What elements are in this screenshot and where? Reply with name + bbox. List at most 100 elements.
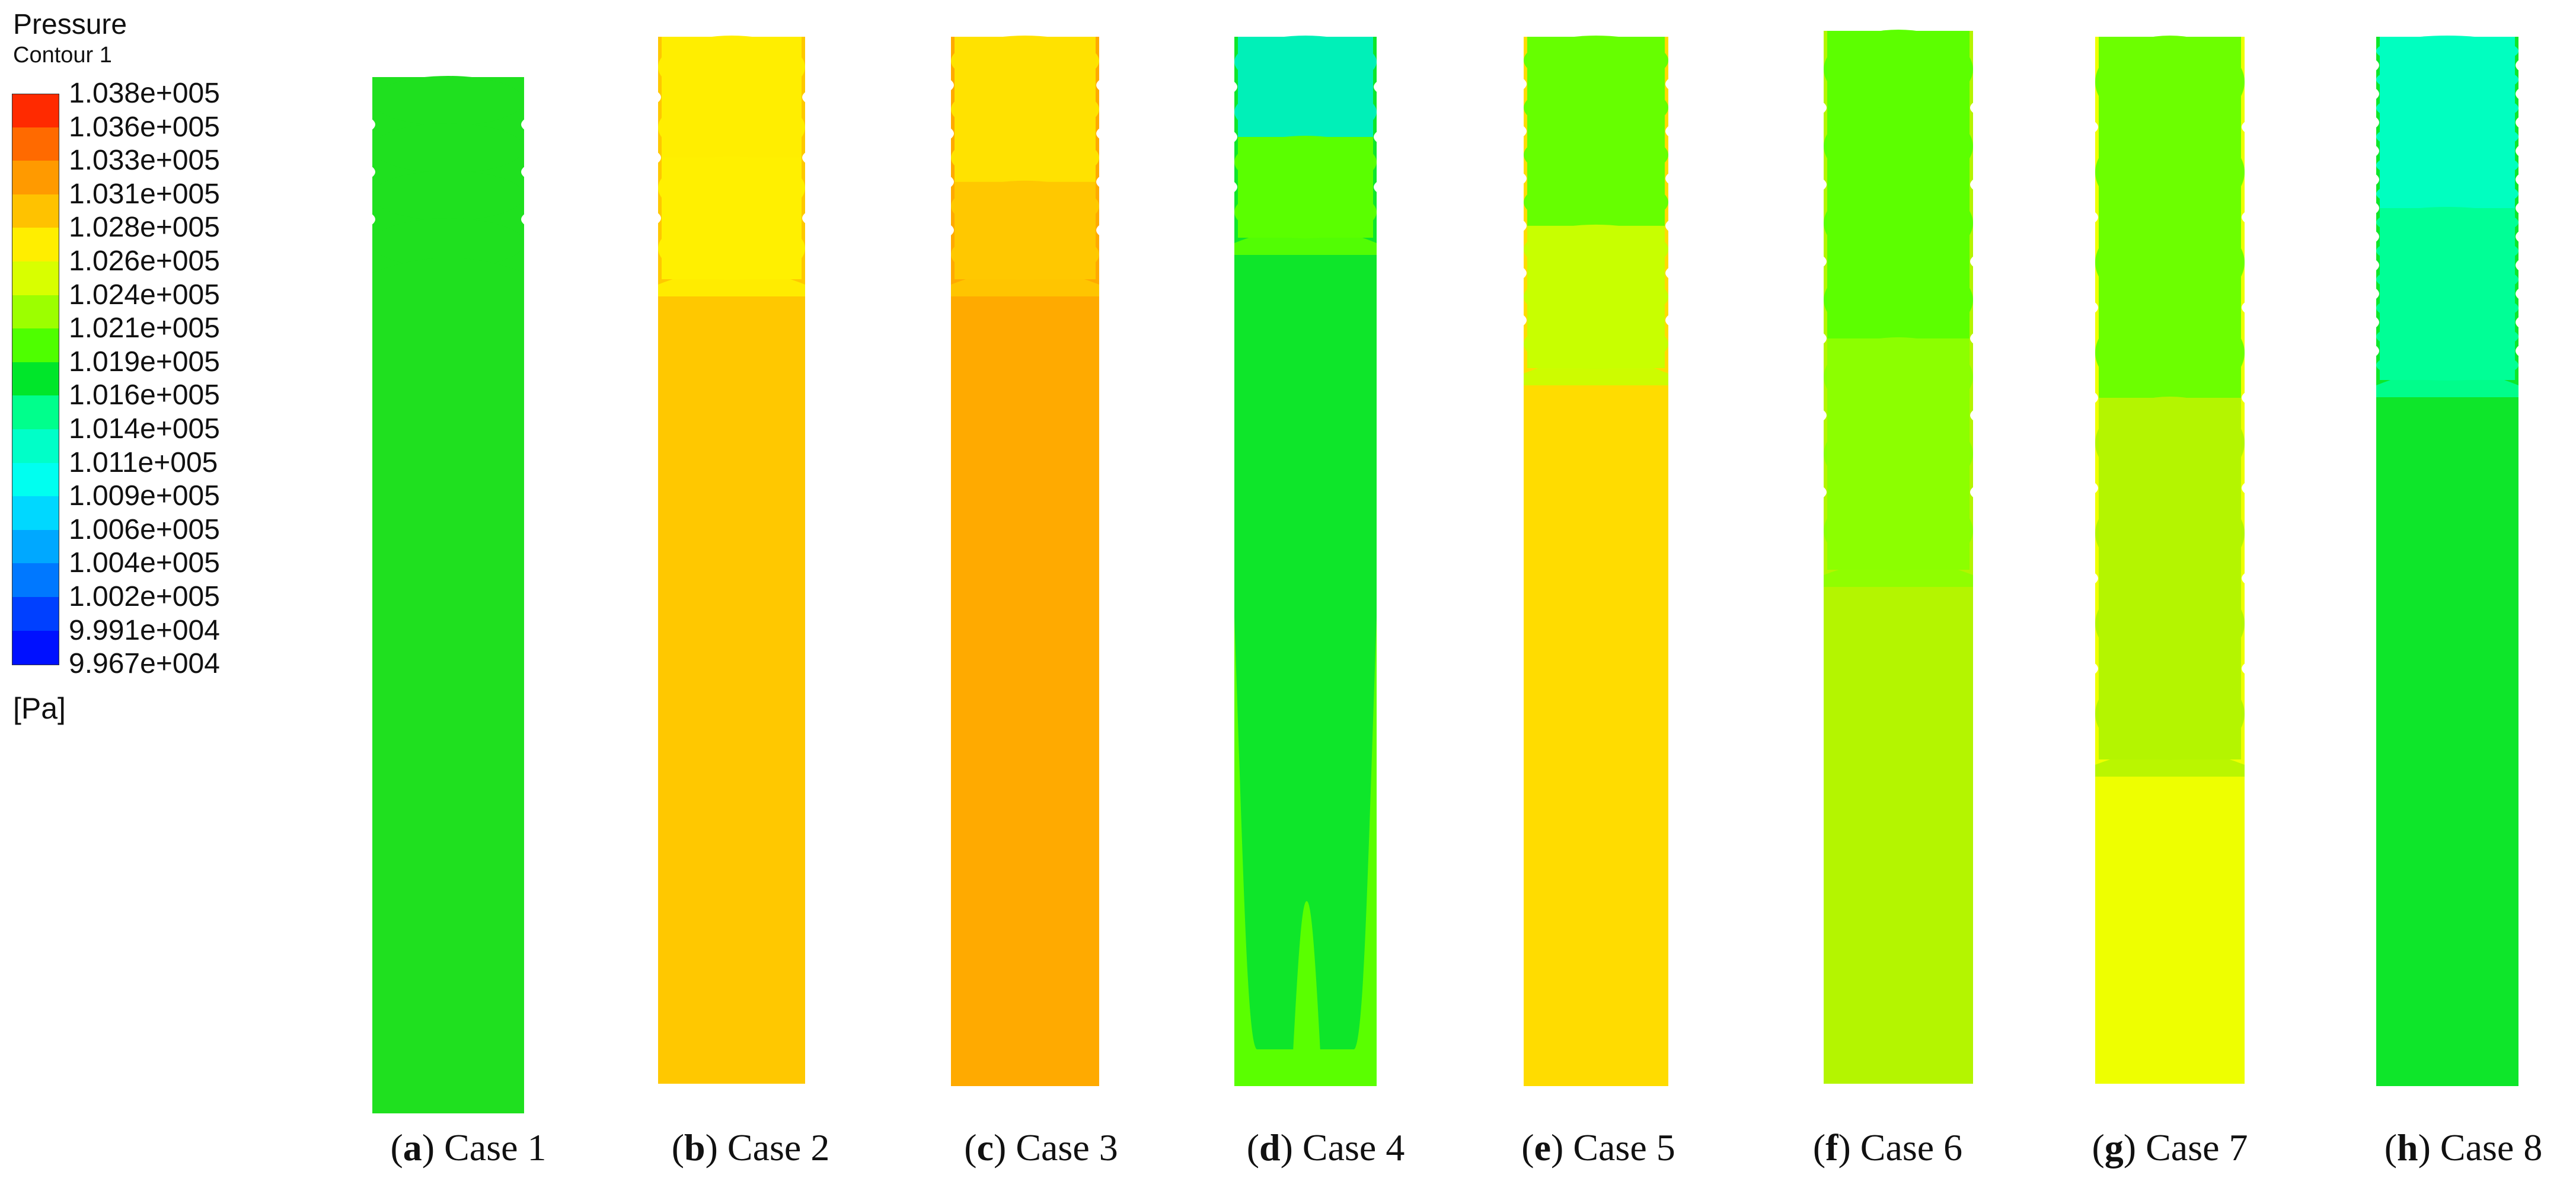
caption-case-1: (a) Case 1 [390, 1126, 547, 1169]
scallop-notch [2375, 316, 2379, 328]
legend-tick-label: 1.028e+005 [69, 212, 220, 244]
scallop-notch [950, 79, 954, 91]
caption-case-2: (b) Case 2 [671, 1126, 830, 1169]
caption-letter: a [403, 1126, 422, 1169]
scallop-bulge [951, 36, 1099, 87]
scallop-bulge [1524, 177, 1668, 227]
scallop-bulge [2376, 121, 2518, 152]
scallop-bulge [2376, 207, 2518, 238]
caption-letter: d [1259, 1126, 1281, 1169]
scallop-notch [371, 166, 375, 178]
scallop-notch [1665, 125, 1670, 138]
scallop-notch [2242, 301, 2246, 314]
scallop-bulge [1524, 35, 1668, 85]
scallop-notch [1970, 332, 1974, 344]
scallop-notch [1822, 256, 1827, 268]
caption-label: Case 3 [1016, 1126, 1118, 1169]
scallop-notch [2094, 121, 2098, 133]
scallop-bulge [2095, 487, 2245, 580]
scallop-notch [1822, 486, 1827, 499]
contour-panel-case-8 [2375, 36, 2520, 1086]
scallop-bulge [1824, 183, 1973, 263]
scallop-notch [1822, 409, 1827, 422]
scallop-notch [2242, 482, 2246, 494]
caption-letter: c [976, 1126, 994, 1169]
contour-panel-case-5 [1522, 35, 1670, 1086]
scallop-notch [2516, 116, 2520, 129]
scallop-notch [2242, 572, 2246, 585]
transition-cap [2376, 371, 2518, 397]
scallop-notch [1665, 78, 1670, 90]
scallop-bulge [658, 96, 805, 159]
scallop-bulge [372, 123, 524, 173]
core-region [1291, 901, 1322, 1086]
legend-swatch [12, 328, 59, 363]
legend-tick-label: 1.002e+005 [69, 581, 220, 612]
scallop-notch [2094, 662, 2098, 675]
scallop-bulge [372, 218, 524, 268]
legend-tick-label: 9.991e+004 [69, 614, 220, 646]
scallop-notch [1822, 178, 1827, 191]
caption-letter: e [1534, 1126, 1551, 1169]
scallop-notch [1522, 219, 1527, 232]
scallop-notch [1970, 409, 1974, 422]
scallop-bulge [2376, 92, 2518, 124]
transition-cap [1824, 560, 1973, 587]
scallop-notch [2375, 259, 2379, 272]
caption-letter: f [1825, 1126, 1838, 1169]
scallop-notch [2375, 145, 2379, 157]
scallop-notch [1665, 173, 1670, 185]
scallop-notch [2375, 344, 2379, 357]
scallop-notch [802, 152, 806, 164]
scallop-bulge [951, 180, 1099, 232]
transition-cap [372, 258, 524, 285]
scallop-bulge [2376, 149, 2518, 181]
scallop-notch [2516, 202, 2520, 214]
scallop-notch [1970, 486, 1974, 499]
scallop-bulge [1824, 30, 1973, 109]
scallop-notch [802, 91, 806, 103]
transition-cap [951, 270, 1099, 296]
scallop-notch [2375, 202, 2379, 214]
legend-swatch [12, 94, 59, 128]
legend-swatch [12, 228, 59, 262]
scallop-notch [2094, 482, 2098, 494]
scallop-notch [521, 213, 525, 225]
scallop-bulge [1824, 337, 1973, 417]
scallop-notch [2516, 259, 2520, 272]
scallop-notch [2375, 231, 2379, 243]
legend-tick-label: 1.011e+005 [69, 446, 218, 478]
scallop-notch [2375, 88, 2379, 100]
scallop-bulge [1234, 36, 1377, 88]
scallop-notch [371, 119, 375, 130]
legend-tick-label: 1.009e+005 [69, 480, 220, 512]
scallop-bulge [951, 84, 1099, 135]
legend-tick-label: 1.014e+005 [69, 413, 220, 445]
scallop-bulge [1234, 186, 1377, 238]
scallop-notch [1522, 314, 1527, 327]
scallop-notch [2375, 59, 2379, 72]
scallop-bulge [2095, 126, 2245, 219]
transition-cap [658, 270, 805, 296]
scallop-bulge [658, 217, 805, 280]
scallop-bulge [1824, 491, 1973, 571]
legend-tick-label: 1.016e+005 [69, 379, 220, 411]
caption-label: Case 6 [1860, 1126, 1963, 1169]
legend-tick-label: 1.024e+005 [69, 279, 220, 311]
scallop-bulge [2376, 292, 2518, 324]
legend-tick-label: 1.026e+005 [69, 245, 220, 277]
transition-cap [1234, 228, 1377, 255]
scallop-notch [1970, 101, 1974, 114]
scallop-bulge [1524, 224, 1668, 274]
legend-swatch [12, 194, 59, 229]
scallop-bulge [658, 36, 805, 98]
legend-swatch [12, 261, 59, 296]
caption-label: Case 5 [1573, 1126, 1675, 1169]
scallop-bulge [1234, 85, 1377, 138]
scallop-notch [657, 91, 661, 103]
scallop-notch [2516, 59, 2520, 72]
caption-case-6: (f) Case 6 [1812, 1126, 1963, 1169]
scallop-notch [2242, 392, 2246, 404]
scallop-notch [2516, 316, 2520, 328]
legend-swatch [12, 563, 59, 598]
